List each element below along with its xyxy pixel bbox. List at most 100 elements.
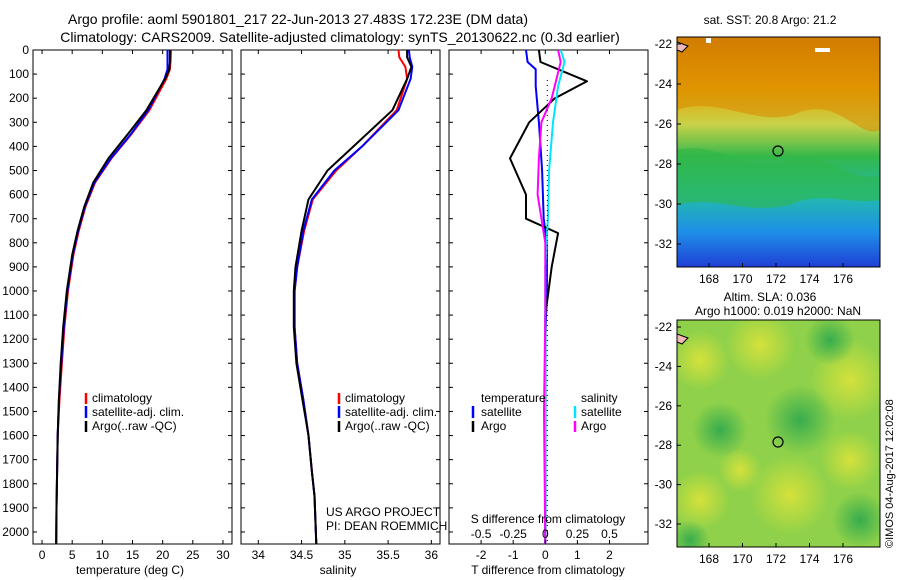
x-tick-label: 15 [126,548,140,562]
lon-tick-label: 174 [799,272,819,286]
argo-float-marker [772,145,784,157]
legend-sal-satellite-label: satellite [581,405,622,419]
x-tick-label: 5 [69,548,76,562]
depth-tick-label: 900 [9,260,29,274]
sla-anomaly-patch [692,402,748,458]
series-line-argo-raw-qc- [292,50,413,544]
depth-tick-label: 0 [22,43,29,57]
depth-tick-label: 200 [9,91,29,105]
legend-temperature-title: temperature [481,391,546,405]
legend-satellite-label: satellite-adj. clim. [92,405,184,419]
depth-tick-label: 1300 [2,356,29,370]
legend-temp-argo-label: Argo [481,419,507,433]
lon-tick-label: 170 [732,552,752,566]
s-tick-label: 0.5 [601,527,618,541]
lat-tick-label: -30 [655,197,673,211]
lat-tick-label: -22 [655,37,673,51]
temperature-plot-frame [32,49,233,545]
project-note-line1: US ARGO PROJECT [326,505,441,519]
difference-panel: -2 -1 0 1 2 -0.5 -0.25 0 0.25 0.5 S difference f… [448,49,649,577]
s-difference-xlabel: S difference from climatology [471,512,626,526]
sla-anomaly-patch [677,330,730,390]
lon-tick-label: 168 [699,552,719,566]
lon-tick-label: 168 [699,272,719,286]
x-tick-label: 20 [156,548,170,562]
x-tick-label: 0 [39,548,46,562]
coast-outline [677,333,689,345]
x-tick-label: 2 [606,548,613,562]
temperature-panel: 0100200300400500600700800900100011001200… [2,43,648,577]
lat-tick-label: -32 [655,237,673,251]
depth-tick-label: 1200 [2,332,29,346]
sst-map-title: sat. SST: 20.8 Argo: 21.2 [704,13,837,27]
s-tick-label: 0.25 [566,527,590,541]
depth-tick-label: 300 [9,115,29,129]
x-tick-label: -1 [508,548,519,562]
sla-anomaly-patch [677,470,730,530]
legend-climatology-label: climatology [345,391,405,405]
legend-climatology-label: climatology [92,391,152,405]
figure-title-line1: Argo profile: aoml 5901801_217 22-Jun-20… [68,11,528,27]
x-tick-label: -2 [476,548,487,562]
sla-anomaly-patch [677,520,710,547]
lat-tick-label: -26 [655,117,673,131]
depth-tick-label: 1900 [2,501,29,515]
s-tick-label: -0.5 [471,527,492,541]
depth-tick-label: 1700 [2,453,29,467]
sla-anomaly-patch [820,430,880,490]
legend-argo-label: Argo(..raw -QC) [345,419,430,433]
lon-tick-label: 176 [833,272,853,286]
imos-credit: ©IMOS 04-Aug-2017 12:02:08 [884,399,896,548]
figure-title-line2: Climatology: CARS2009. Satellite-adjuste… [60,29,620,45]
depth-tick-label: 1100 [3,308,29,322]
sst-warm-tongue [677,37,880,132]
lat-tick-label: -22 [655,320,673,334]
sst-map-frame [676,36,881,268]
x-tick-label: 30 [216,548,230,562]
series-line-salinity-argo [536,50,562,544]
depth-tick-label: 1800 [2,477,29,491]
difference-plot-frame [448,49,649,545]
sla-anomaly-patch [725,320,795,380]
series-line-satellite-adj-clim- [55,50,169,544]
x-tick-label: 1 [574,548,581,562]
depth-tick-label: 1600 [2,429,29,443]
sla-anomaly-patch [832,492,880,547]
legend-satellite-label: satellite-adj. clim. [345,405,437,419]
depth-tick-label: 500 [9,163,29,177]
temperature-legend: climatology satellite-adj. clim. Argo(..… [84,391,184,433]
temperature-xlabel: temperature (deg C) [76,563,184,577]
sst-green-tongue [677,148,880,208]
x-tick-label: 0 [542,548,549,562]
lat-tick-label: -28 [655,438,673,452]
lon-tick-label: 174 [799,552,819,566]
x-tick-label: 36 [425,548,439,562]
x-tick-label: 34 [252,548,266,562]
sla-anomaly-patch [718,448,762,492]
sla-anomaly-patch [805,320,855,365]
salinity-plot-frame [240,49,441,545]
sla-anomaly-patch [765,385,835,455]
sla-map-frame [676,319,881,548]
lat-tick-label: -30 [655,478,673,492]
sst-cloud-gap [815,48,830,52]
x-tick-label: 10 [96,548,110,562]
lat-tick-label: -28 [655,157,673,171]
depth-tick-label: 1400 [2,380,29,394]
depth-tick-label: 2000 [2,525,29,539]
lat-tick-label: -24 [655,359,673,373]
difference-legend: temperature salinity satellite Argo sate… [471,391,622,433]
lon-tick-label: 170 [732,272,752,286]
series-line-argo-raw-qc- [55,50,171,544]
lon-tick-label: 176 [833,552,853,566]
lat-tick-label: -26 [655,399,673,413]
salinity-legend: climatology satellite-adj. clim. Argo(..… [337,391,437,433]
depth-tick-label: 600 [9,188,29,202]
sla-map: Altim. SLA: 0.036 Argo h1000: 0.019 h200… [655,290,881,566]
depth-tick-label: 1500 [2,404,29,418]
depth-tick-label: 400 [9,139,29,153]
lon-tick-label: 172 [766,272,786,286]
sla-map-title-line2: Argo h1000: 0.019 h2000: NaN [695,304,861,318]
salinity-xlabel: salinity [320,563,357,577]
